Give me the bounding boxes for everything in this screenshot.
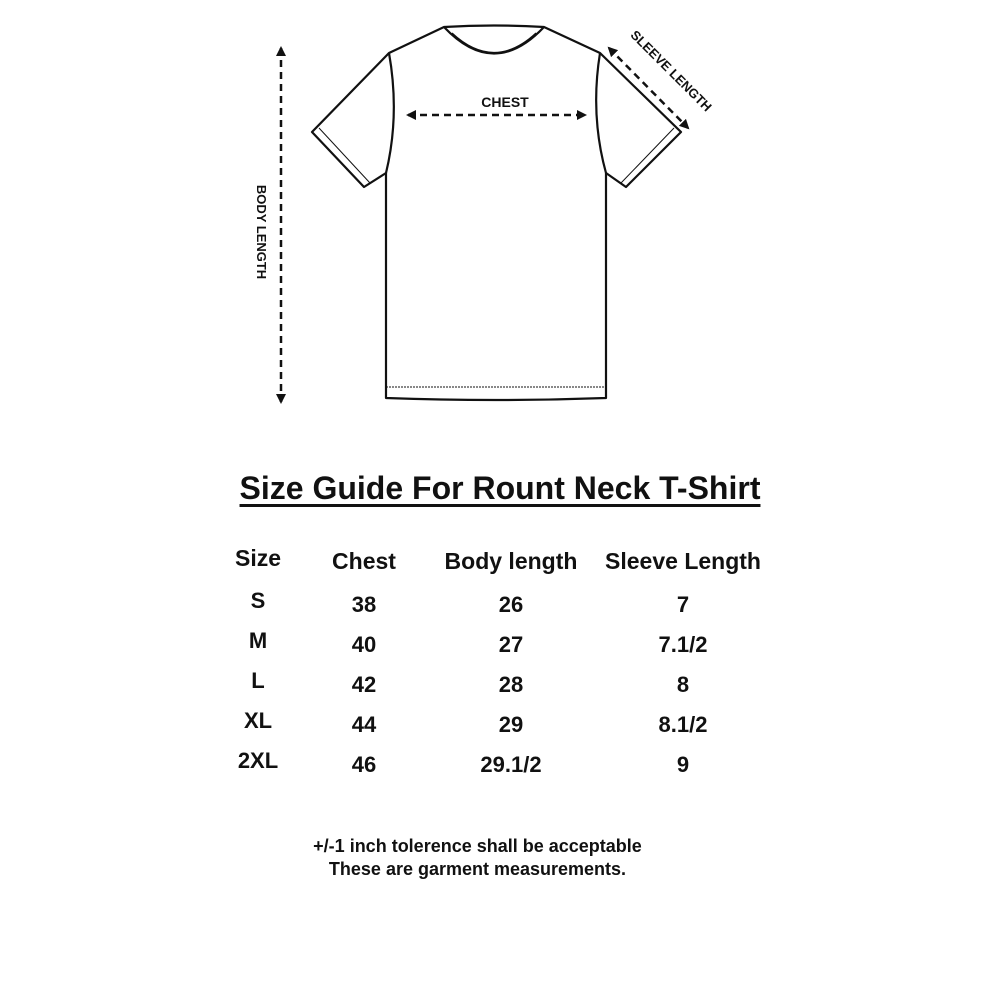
header-chest: Chest [332, 548, 396, 574]
cell-body-length: 29.1/2 [480, 752, 542, 777]
cell-body-length: 28 [498, 672, 524, 697]
chest-label: CHEST [481, 94, 529, 110]
cell-size: 2XL [237, 748, 279, 773]
cell-chest: 42 [351, 672, 377, 697]
cell-body-length: 29 [498, 712, 524, 737]
header-sleeve-length: Sleeve Length [605, 548, 761, 574]
sleeve-length-arrow [607, 46, 690, 130]
cell-body-length: 27 [498, 632, 524, 657]
cell-body-length: 26 [498, 592, 524, 617]
cell-chest: 46 [351, 752, 377, 777]
cell-size: L [251, 668, 265, 693]
cell-size: S [250, 588, 266, 613]
cell-chest: 44 [351, 712, 377, 737]
tshirt-diagram: CHEST BODY LENGTH SLEEVE LENGTH [254, 24, 715, 404]
cell-size: XL [243, 708, 273, 733]
page-title: Size Guide For Rount Neck T-Shirt [239, 470, 761, 506]
cell-sleeve-length: 9 [676, 752, 690, 777]
cell-size: M [248, 628, 268, 653]
header-size: Size [234, 545, 282, 571]
header-body-length: Body length [444, 548, 578, 574]
tolerance-note: +/-1 inch tolerence shall be acceptable [313, 836, 642, 856]
measurement-note: These are garment measurements. [328, 859, 627, 879]
cell-chest: 40 [351, 632, 377, 657]
cell-sleeve-length: 8.1/2 [658, 712, 708, 737]
cell-sleeve-length: 8 [676, 672, 690, 697]
cell-sleeve-length: 7 [676, 592, 690, 617]
cell-chest: 38 [351, 592, 377, 617]
tshirt-outline [310, 24, 683, 402]
cell-sleeve-length: 7.1/2 [658, 632, 708, 657]
body-length-label: BODY LENGTH [254, 185, 269, 279]
